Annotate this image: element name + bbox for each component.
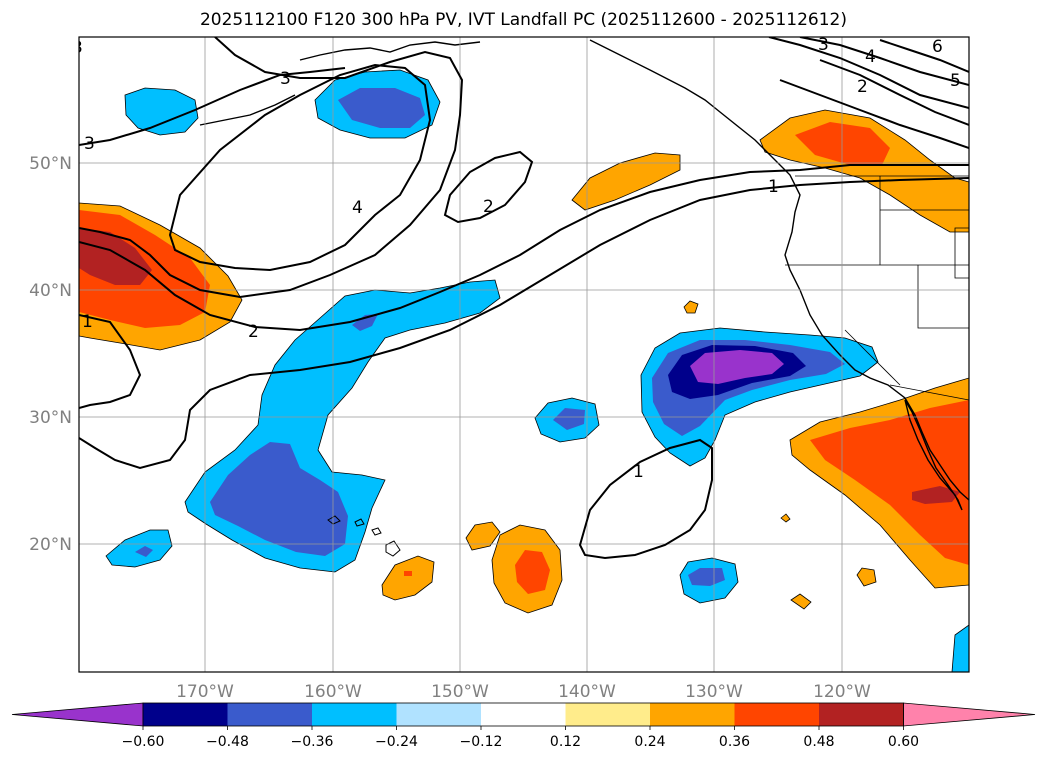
contour-label: 4 <box>352 198 363 218</box>
colorbar-extend-min <box>11 702 144 727</box>
lon-label: 140°W <box>558 682 616 702</box>
colorbar-swatch <box>565 703 651 726</box>
map-frame <box>78 36 970 673</box>
colorbar-swatch <box>650 703 735 726</box>
cool-anomaly-region <box>553 408 585 430</box>
political-borders <box>785 175 969 401</box>
colorbar: −0.60 −0.48 −0.36 −0.24 −0.12 0.12 0.24 0.36 0.4… <box>11 702 1036 750</box>
colorbar-tick-label: 0.12 <box>550 734 581 750</box>
map-content: 3 3 4 2 2 1 1 3 4 2 5 6 1 3 <box>72 35 969 672</box>
colorbar-tick-label: 0.24 <box>634 734 665 750</box>
contour-label: 2 <box>248 322 259 342</box>
pv-contours <box>79 37 969 560</box>
colorbar-tick-label: −0.12 <box>460 734 503 750</box>
contour-label: 3 <box>818 35 829 55</box>
colorbar-tick-label: −0.36 <box>291 734 334 750</box>
contour-label: 6 <box>932 37 943 57</box>
colorbar-extend-max <box>903 702 1036 727</box>
contour-label: 1 <box>82 312 93 332</box>
contour-label: 3 <box>280 69 291 89</box>
warm-anomaly-region <box>780 513 791 523</box>
warm-anomaly-region <box>683 300 699 314</box>
cool-anomaly-region <box>210 442 348 556</box>
contour-label: 1 <box>633 462 644 482</box>
colorbar-tick-label: 0.36 <box>719 734 750 750</box>
colorbar-tick-label: −0.60 <box>122 734 165 750</box>
lat-label: 40°N <box>29 281 72 301</box>
warm-anomaly-region <box>856 567 877 587</box>
contour-label: 2 <box>483 197 494 217</box>
colorbar-swatch <box>819 703 904 726</box>
lat-label: 30°N <box>29 408 72 428</box>
colorbar-tick-label: 0.60 <box>888 734 919 750</box>
longitude-labels: 170°W 160°W 150°W 140°W 130°W 120°W <box>176 682 871 702</box>
contour-label: 3 <box>84 134 95 154</box>
warm-anomaly-region <box>79 228 152 285</box>
colorbar-tick-label: −0.48 <box>206 734 249 750</box>
latitude-labels: 50°N 40°N 30°N 20°N <box>29 154 72 555</box>
colorbar-swatch <box>481 703 566 726</box>
warm-anomaly-region <box>381 555 435 601</box>
colorbar-swatch <box>227 703 313 726</box>
lon-label: 170°W <box>176 682 234 702</box>
warm-anomaly-region <box>810 400 969 565</box>
contour-label: 1 <box>768 177 779 197</box>
cool-anomaly-region <box>688 568 725 586</box>
colorbar-tick-label: 0.48 <box>803 734 834 750</box>
warm-anomaly-region <box>465 521 501 551</box>
warm-anomaly-region <box>795 122 890 165</box>
lon-label: 120°W <box>813 682 871 702</box>
colorbar-swatch <box>396 703 482 726</box>
warm-anomaly-region <box>404 571 412 576</box>
colorbar-swatch <box>143 703 228 726</box>
cool-anomaly-region <box>690 350 784 384</box>
lat-label: 50°N <box>29 154 72 174</box>
gridlines <box>79 37 969 672</box>
contour-labels: 3 3 4 2 2 1 1 3 4 2 5 6 1 3 <box>72 35 961 482</box>
cool-anomaly-region <box>135 546 153 557</box>
cool-anomaly-region <box>105 529 173 568</box>
lon-label: 160°W <box>304 682 362 702</box>
contour-label: 5 <box>950 71 961 91</box>
cool-anomaly-region <box>338 88 425 128</box>
warm-anomaly-region <box>790 593 812 610</box>
colorbar-tick-label: −0.24 <box>375 734 418 750</box>
colorbar-outline <box>142 702 904 727</box>
cool-anomaly-region <box>951 624 969 672</box>
contour-label: 4 <box>865 47 876 67</box>
warm-anomaly-region <box>515 550 550 594</box>
cool-anomaly-region <box>124 87 199 136</box>
contour-label: 3 <box>72 38 83 58</box>
warm-anomaly-region <box>571 152 681 211</box>
coastlines <box>199 39 969 511</box>
warm-anomaly-region <box>912 486 960 504</box>
lon-label: 150°W <box>431 682 489 702</box>
cool-anomaly-region <box>352 314 378 331</box>
lat-label: 20°N <box>29 535 72 555</box>
colorbar-swatch <box>734 703 820 726</box>
map-title: 2025112100 F120 300 hPa PV, IVT Landfall… <box>199 10 847 30</box>
lon-label: 130°W <box>685 682 743 702</box>
contour-label: 2 <box>857 77 868 97</box>
colorbar-swatch <box>312 703 397 726</box>
